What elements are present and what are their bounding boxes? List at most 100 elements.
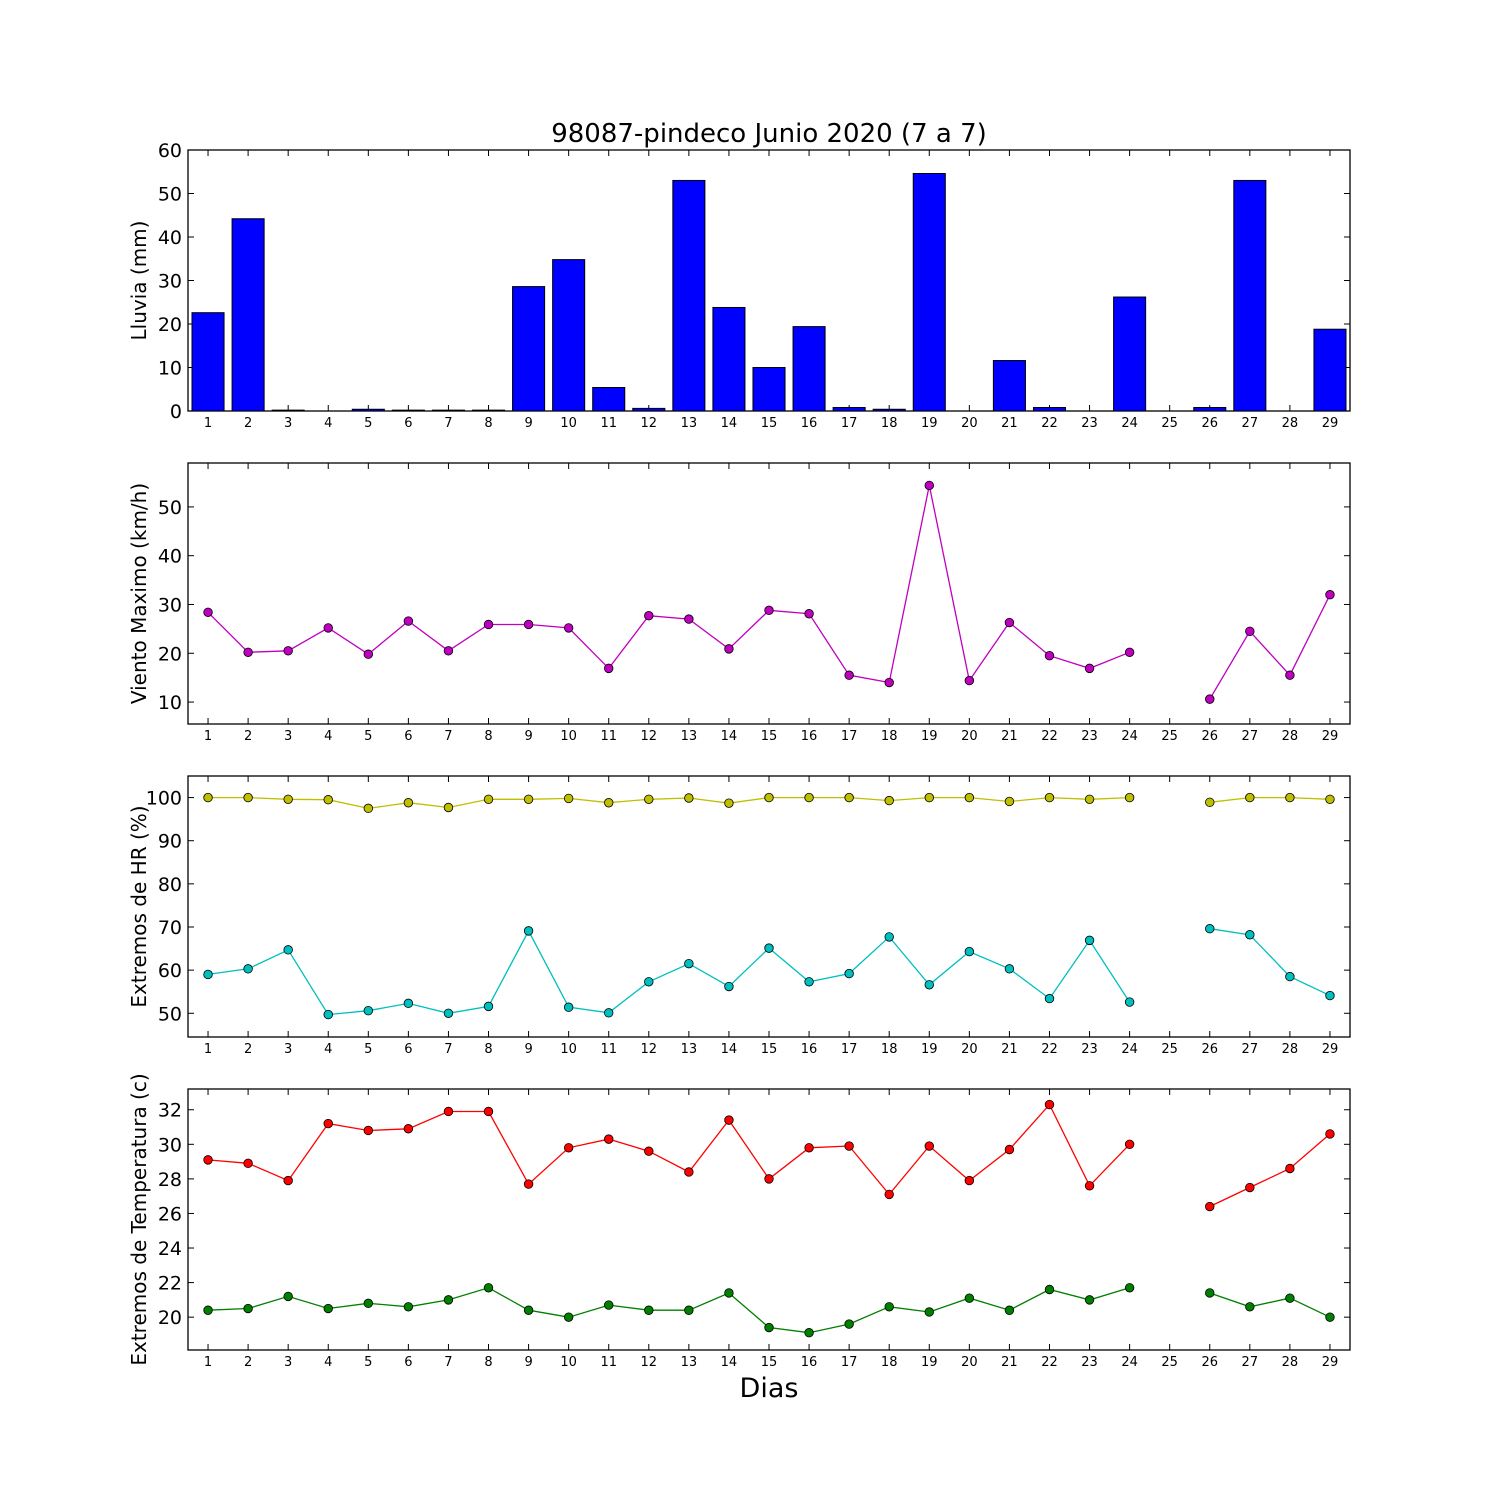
wind-series-1-point-day-29	[1325, 590, 1335, 600]
x-tick-label: 10	[560, 729, 577, 744]
temperature-series-2-point-day-6	[403, 1302, 414, 1312]
x-tick-label: 5	[364, 1042, 372, 1057]
x-tick-label: 19	[921, 729, 938, 744]
temperature-series-1-point-day-26	[1205, 1201, 1215, 1212]
temperature-series-2-point-day-4	[323, 1303, 333, 1314]
wind-series-1-point-day-3	[283, 646, 293, 656]
x-tick-label: 14	[721, 1042, 738, 1057]
y-tick-label: 30	[158, 271, 182, 293]
humidity-series-1-point-day-12	[644, 794, 654, 804]
rain-bar-day-18	[872, 408, 906, 412]
x-tick-label: 23	[1081, 1042, 1098, 1057]
x-tick-label: 4	[324, 1355, 332, 1370]
y-tick-label: 50	[158, 497, 182, 519]
humidity-series-2-point-day-5	[363, 1005, 374, 1016]
y-tick-label: 26	[158, 1203, 182, 1225]
x-tick-label: 12	[641, 1042, 658, 1057]
x-tick-label: 12	[641, 1355, 658, 1370]
temperature-series-1-point-day-27	[1245, 1182, 1255, 1193]
x-tick-label: 22	[1041, 1355, 1058, 1370]
wind-series-1-point-day-2	[243, 647, 253, 657]
temperature-series-1-point-day-22	[1044, 1099, 1055, 1110]
temperature-series-1-point-day-5	[363, 1125, 374, 1136]
x-tick-label: 28	[1282, 729, 1299, 744]
temperature-series-1-point-day-12	[644, 1146, 654, 1156]
x-tick-label: 9	[524, 416, 532, 431]
x-tick-label: 12	[641, 416, 658, 431]
humidity-series-2-point-day-21	[1004, 964, 1015, 974]
x-tick-label: 21	[1001, 416, 1018, 431]
humidity-series-1-point-day-26	[1205, 797, 1215, 808]
x-tick-label: 20	[961, 416, 978, 431]
wind-series-1-point-day-14	[724, 644, 734, 654]
x-tick-label: 9	[524, 729, 532, 744]
wind-series-1-point-day-4	[323, 623, 333, 633]
wind-series-1-point-day-24	[1124, 647, 1135, 657]
temperature-series-1-point-day-11	[604, 1134, 614, 1144]
x-tick-label: 5	[364, 416, 372, 431]
x-tick-label: 5	[364, 729, 372, 744]
wind-series-1-point-day-5	[363, 649, 374, 659]
wind-series-1-point-day-27	[1245, 626, 1255, 637]
temperature-series-2-point-day-2	[243, 1303, 253, 1314]
x-tick-label: 11	[600, 1042, 617, 1057]
x-tick-label: 24	[1121, 1355, 1138, 1370]
humidity-plot-frame	[187, 775, 1351, 1038]
humidity-series-1-point-day-16	[804, 792, 814, 803]
temperature-series-2-point-day-3	[283, 1291, 293, 1302]
x-tick-label: 13	[681, 729, 698, 744]
humidity-series-1-point-day-21	[1004, 796, 1015, 807]
rain-bar-day-9	[512, 286, 546, 412]
temperature-series-2-point-day-8	[483, 1283, 494, 1293]
x-tick-label: 24	[1121, 1042, 1138, 1057]
rain-bar-day-8	[471, 409, 506, 412]
temperature-series-1-point-day-3	[283, 1175, 293, 1186]
x-tick-label: 20	[961, 1355, 978, 1370]
wind-series-1-point-day-22	[1044, 651, 1055, 661]
rain-y-axis-label: Lluvia (mm)	[127, 221, 151, 341]
temperature-series-1-point-day-21	[1004, 1144, 1015, 1155]
y-tick-label: 32	[158, 1100, 182, 1122]
x-tick-label: 11	[600, 729, 617, 744]
humidity-series-1-point-day-13	[684, 793, 694, 803]
x-tick-label: 23	[1081, 416, 1098, 431]
rain-bar-day-19	[912, 172, 946, 412]
humidity-y-axis-label: Extremos de HR (%)	[127, 805, 151, 1007]
x-tick-label: 8	[484, 729, 492, 744]
rain-bar-day-22	[1032, 407, 1067, 412]
temperature-series-1-line	[1209, 1133, 1331, 1208]
x-tick-label: 7	[444, 416, 452, 431]
wind-series-1-point-day-28	[1285, 670, 1295, 680]
x-tick-label: 14	[721, 729, 738, 744]
x-tick-label: 19	[921, 1355, 938, 1370]
wind-series-1-point-day-13	[684, 614, 694, 624]
wind-series-1-point-day-8	[483, 619, 494, 630]
x-tick-label: 5	[364, 1355, 372, 1370]
x-tick-label: 2	[244, 729, 252, 744]
x-tick-label: 29	[1322, 1355, 1339, 1370]
y-tick-label: 70	[158, 917, 182, 939]
x-tick-label: 3	[284, 416, 292, 431]
rain-bar-day-10	[552, 259, 586, 412]
x-tick-label: 15	[761, 1042, 778, 1057]
rain-bar-day-5	[351, 408, 385, 412]
y-tick-label: 50	[158, 1003, 182, 1025]
humidity-series-2-point-day-13	[684, 958, 694, 969]
humidity-series-2-point-day-14	[724, 981, 734, 992]
humidity-series-1-point-day-17	[844, 792, 854, 803]
humidity-series-2-point-day-17	[844, 968, 854, 979]
x-tick-label: 12	[641, 729, 658, 744]
wind-series-1-point-day-11	[604, 663, 614, 674]
x-tick-label: 4	[324, 1042, 332, 1057]
x-tick-label: 22	[1041, 1042, 1058, 1057]
x-tick-label: 1	[204, 416, 212, 431]
x-tick-label: 29	[1322, 1042, 1339, 1057]
temperature-series-1-point-day-17	[844, 1141, 854, 1151]
x-tick-label: 22	[1041, 416, 1058, 431]
humidity-series-2-point-day-24	[1124, 997, 1135, 1007]
x-tick-label: 17	[841, 416, 858, 431]
wind-plot-frame	[187, 462, 1351, 725]
